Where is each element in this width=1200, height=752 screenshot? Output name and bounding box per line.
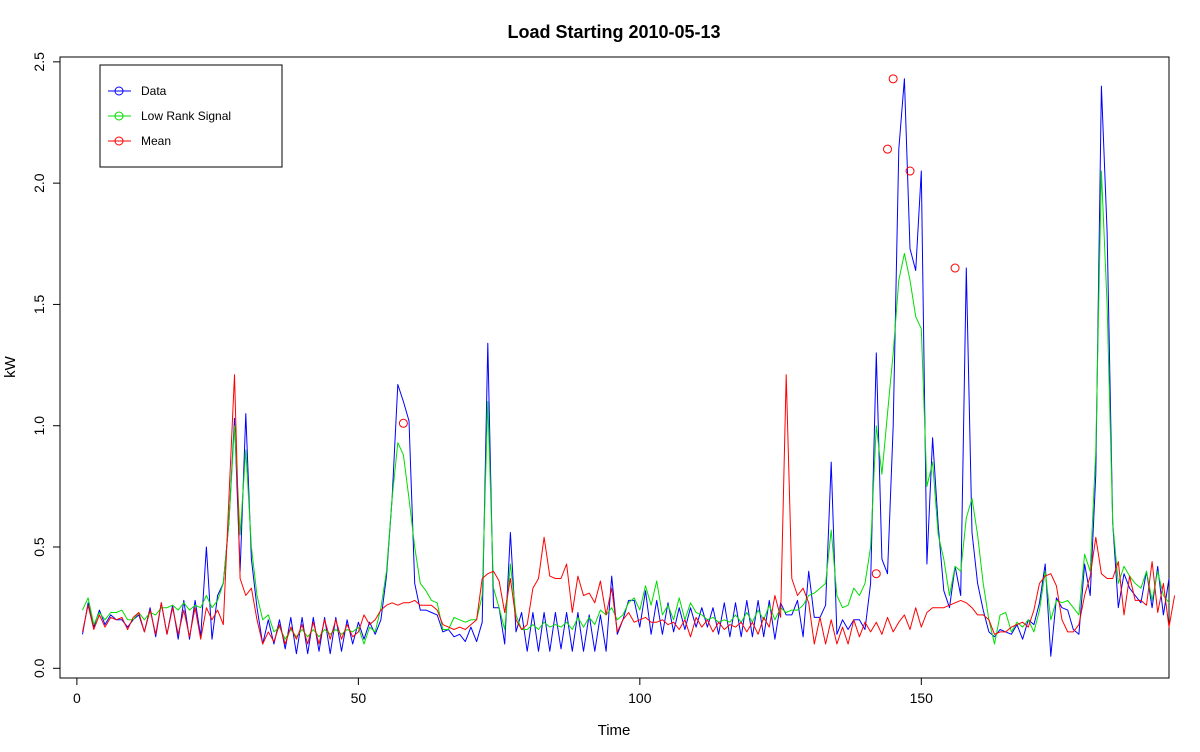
y-tick-label: 2.5 [31, 52, 47, 72]
y-tick-label: 2.0 [31, 173, 47, 193]
x-tick-label: 50 [351, 690, 367, 706]
highlight-point [871, 569, 881, 579]
legend-marker-mean [114, 136, 124, 146]
x-tick-label: 150 [910, 690, 934, 706]
series-line-mean [82, 374, 1176, 645]
highlight-point [883, 144, 893, 154]
highlight-layer [398, 74, 960, 579]
series-line-data [82, 78, 1170, 657]
plot-frame [59, 56, 1170, 679]
highlight-point [950, 263, 960, 273]
legend: Data Low Rank Signal Mean [99, 64, 283, 168]
series-layer [82, 78, 1176, 657]
legend-label-data: Data [141, 84, 167, 98]
legend-entry-mean: Mean [108, 134, 171, 148]
highlight-point [888, 74, 898, 84]
chart-title: Load Starting 2010-05-13 [507, 22, 720, 42]
highlight-point [398, 418, 408, 428]
y-axis-label: kW [2, 355, 19, 378]
legend-entry-data: Data [108, 84, 167, 98]
legend-marker-data [114, 86, 124, 96]
x-tick-label: 0 [73, 690, 81, 706]
legend-marker-low-rank-signal [114, 111, 124, 121]
y-tick-label: 0.0 [31, 658, 47, 678]
x-axis-label: Time [598, 722, 631, 739]
legend-label-low-rank-signal: Low Rank Signal [141, 109, 231, 123]
y-tick-label: 0.5 [31, 537, 47, 557]
x-tick-label: 100 [628, 690, 652, 706]
series-line-low-rank-signal [82, 170, 1170, 645]
y-tick-label: 1.5 [31, 294, 47, 314]
legend-label-mean: Mean [141, 134, 171, 148]
y-tick-label: 1.0 [31, 416, 47, 436]
y-axis: 0.0 0.5 1.0 1.5 2.0 2.5 [31, 52, 60, 678]
highlight-point [905, 166, 915, 176]
legend-entry-low-rank-signal: Low Rank Signal [108, 109, 231, 123]
x-axis: 0 50 100 150 [73, 678, 933, 706]
